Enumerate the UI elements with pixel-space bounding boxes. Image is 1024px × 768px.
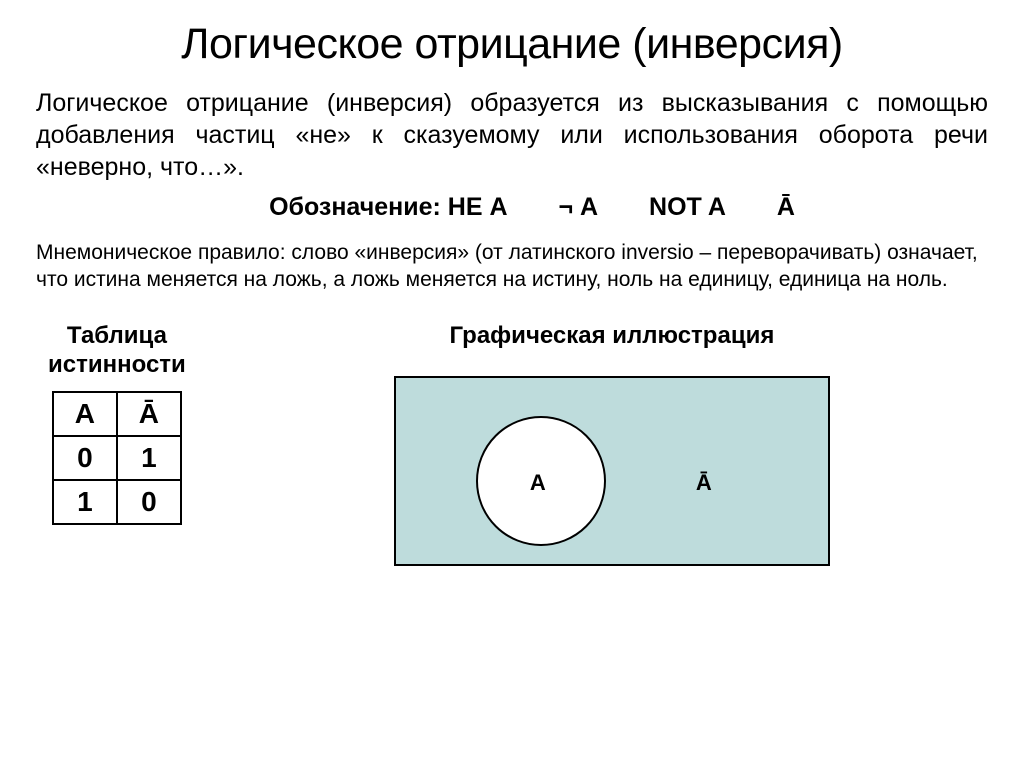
- truth-table: А Ā 0 1 1 0: [52, 391, 182, 525]
- cell: 1: [117, 436, 181, 480]
- notation-line: Обозначение: НЕ А ¬ А NOT A Ā: [36, 193, 988, 222]
- venn-label-abar: Ā: [696, 470, 712, 496]
- notation-variant-3: NOT A: [649, 193, 726, 221]
- table-row: А Ā: [53, 392, 181, 436]
- truth-table-title: Таблица истинности: [48, 322, 186, 380]
- cell: 0: [117, 480, 181, 524]
- illustration-title: Графическая иллюстрация: [236, 322, 988, 350]
- mnemonic-text: Мнемоническое правило: слово «инверсия» …: [36, 240, 988, 294]
- page-title: Логическое отрицание (инверсия): [36, 20, 988, 69]
- header-abar: Ā: [117, 392, 181, 436]
- cell: 1: [53, 480, 117, 524]
- table-row: 0 1: [53, 436, 181, 480]
- venn-universe: А Ā: [394, 376, 830, 566]
- notation-variant-1: НЕ А: [448, 193, 508, 221]
- illustration-block: Графическая иллюстрация А Ā: [236, 322, 988, 566]
- truth-table-block: Таблица истинности А Ā 0 1 1 0: [48, 322, 186, 526]
- cell: 0: [53, 436, 117, 480]
- venn-label-a: А: [530, 470, 546, 496]
- notation-variant-4: Ā: [777, 193, 795, 221]
- notation-label: Обозначение:: [269, 193, 441, 221]
- truth-table-title-2: истинности: [48, 351, 186, 378]
- definition-text: Логическое отрицание (инверсия) образует…: [36, 87, 988, 183]
- notation-variant-2: ¬ А: [558, 193, 598, 221]
- header-a: А: [53, 392, 117, 436]
- truth-table-title-1: Таблица: [67, 322, 167, 349]
- table-row: 1 0: [53, 480, 181, 524]
